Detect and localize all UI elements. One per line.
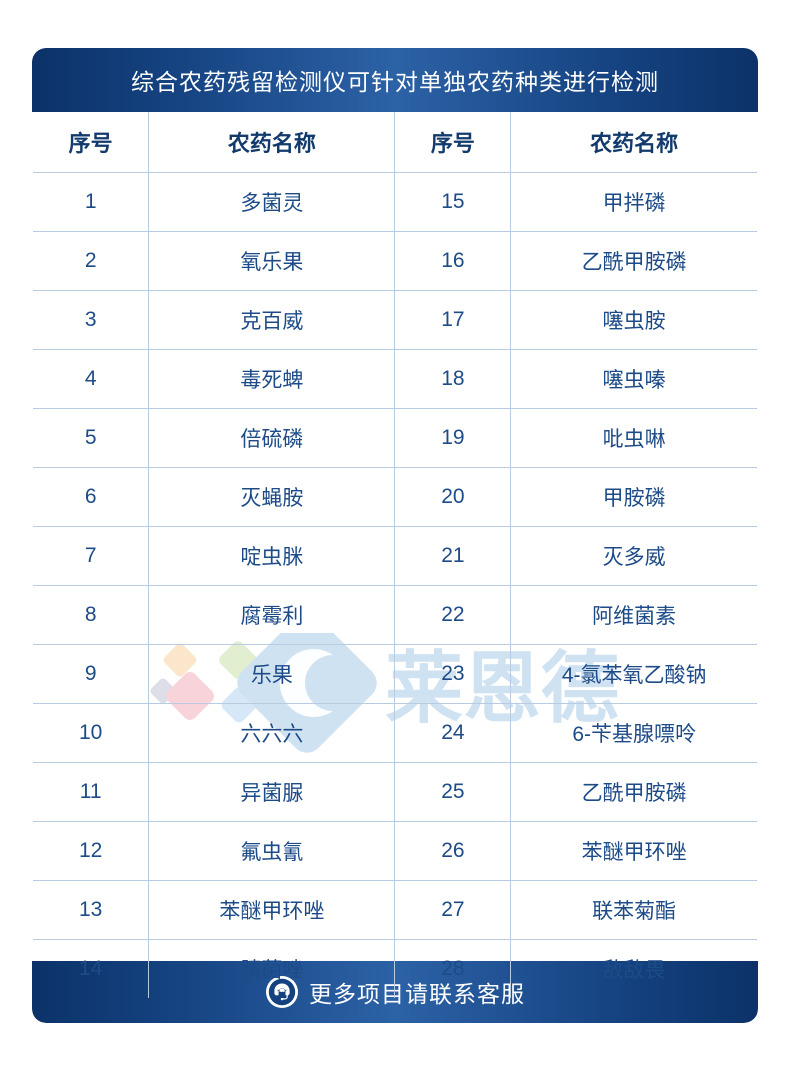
- cell-name-right: 灭多威: [510, 526, 757, 586]
- cell-no-left: 13: [33, 880, 150, 940]
- cell-no-left: 2: [33, 231, 150, 291]
- cell-name-left: 克百威: [148, 290, 396, 350]
- cell-no-right: 26: [394, 821, 512, 881]
- cell-no-left: 8: [33, 585, 150, 645]
- cell-no-right: 22: [394, 585, 512, 645]
- cell-name-left: 倍硫磷: [148, 408, 396, 468]
- table-row: 14 腈菌唑 28 敌敌畏: [33, 939, 757, 998]
- cell-name-left: 毒死蜱: [148, 349, 396, 409]
- cell-name-right: 甲胺磷: [510, 467, 757, 527]
- cell-name-left: 六六六: [148, 703, 396, 763]
- cell-no-left: 6: [33, 467, 150, 527]
- cell-name-right: 苯醚甲环唑: [510, 821, 757, 881]
- cell-name-right: 乙酰甲胺磷: [510, 231, 757, 291]
- table-row: 12 氟虫氰 26 苯醚甲环唑: [33, 821, 757, 881]
- cell-no-right: 19: [394, 408, 512, 468]
- cell-no-left: 11: [33, 762, 150, 822]
- table-row: 4 毒死蜱 18 噻虫嗪: [33, 349, 757, 409]
- column-header-no-left: 序号: [33, 112, 150, 173]
- column-header-name-left: 农药名称: [148, 112, 396, 173]
- cell-name-left: 啶虫脒: [148, 526, 396, 586]
- cell-no-right: 18: [394, 349, 512, 409]
- cell-no-left: 12: [33, 821, 150, 881]
- table-header-row: 序号 农药名称 序号 农药名称: [33, 112, 757, 173]
- cell-name-left: 多菌灵: [148, 172, 396, 232]
- cell-no-right: 15: [394, 172, 512, 232]
- cell-name-right: 噻虫胺: [510, 290, 757, 350]
- table-row: 6 灭蝇胺 20 甲胺磷: [33, 467, 757, 527]
- cell-name-right: 乙酰甲胺磷: [510, 762, 757, 822]
- cell-no-right: 17: [394, 290, 512, 350]
- cell-name-right: 6-苄基腺嘌呤: [510, 703, 757, 763]
- table-row: 7 啶虫脒 21 灭多威: [33, 526, 757, 586]
- cell-no-left: 7: [33, 526, 150, 586]
- cell-no-left: 4: [33, 349, 150, 409]
- table-row: 11 异菌脲 25 乙酰甲胺磷: [33, 762, 757, 822]
- table-row: 9 乐果 23 4-氯苯氧乙酸钠: [33, 644, 757, 704]
- cell-name-right: 吡虫啉: [510, 408, 757, 468]
- table-row: 13 苯醚甲环唑 27 联苯菊酯: [33, 880, 757, 940]
- cell-no-left: 5: [33, 408, 150, 468]
- cell-name-left: 苯醚甲环唑: [148, 880, 396, 940]
- cell-name-right: 阿维菌素: [510, 585, 757, 645]
- cell-no-left: 14: [33, 939, 150, 998]
- column-header-name-right: 农药名称: [510, 112, 757, 173]
- cell-name-left: 灭蝇胺: [148, 467, 396, 527]
- cell-no-right: 20: [394, 467, 512, 527]
- pesticide-list-card: 综合农药残留检测仪可针对单独农药种类进行检测 莱恩德: [32, 48, 758, 1023]
- cell-no-left: 3: [33, 290, 150, 350]
- cell-no-right: 25: [394, 762, 512, 822]
- cell-no-left: 9: [33, 644, 150, 704]
- table-head: 序号 农药名称 序号 农药名称: [33, 112, 757, 173]
- cell-name-left: 氟虫氰: [148, 821, 396, 881]
- table-row: 2 氧乐果 16 乙酰甲胺磷: [33, 231, 757, 291]
- column-header-no-right: 序号: [394, 112, 512, 173]
- table-body: 1 多菌灵 15 甲拌磷 2 氧乐果 16 乙酰甲胺磷 3 克百威 17 噻虫胺 4 毒死蜱 18 噻虫…: [33, 172, 757, 998]
- cell-name-left: 氧乐果: [148, 231, 396, 291]
- page-title: 综合农药残留检测仪可针对单独农药种类进行检测: [131, 69, 659, 95]
- cell-no-right: 24: [394, 703, 512, 763]
- cell-no-right: 28: [394, 939, 512, 998]
- table-row: 8 腐霉利 22 阿维菌素: [33, 585, 757, 645]
- cell-no-right: 16: [394, 231, 512, 291]
- card-title-bar: 综合农药残留检测仪可针对单独农药种类进行检测: [32, 48, 758, 112]
- cell-no-right: 27: [394, 880, 512, 940]
- cell-name-left: 腈菌唑: [148, 939, 396, 998]
- cell-name-left: 异菌脲: [148, 762, 396, 822]
- cell-name-right: 噻虫嗪: [510, 349, 757, 409]
- cell-no-right: 21: [394, 526, 512, 586]
- cell-no-left: 1: [33, 172, 150, 232]
- cell-name-left: 乐果: [148, 644, 396, 704]
- table-row: 5 倍硫磷 19 吡虫啉: [33, 408, 757, 468]
- table-row: 3 克百威 17 噻虫胺: [33, 290, 757, 350]
- cell-no-right: 23: [394, 644, 512, 704]
- table-row: 1 多菌灵 15 甲拌磷: [33, 172, 757, 232]
- table-row: 10 六六六 24 6-苄基腺嘌呤: [33, 703, 757, 763]
- cell-name-right: 甲拌磷: [510, 172, 757, 232]
- cell-name-right: 联苯菊酯: [510, 880, 757, 940]
- cell-no-left: 10: [33, 703, 150, 763]
- cell-name-right: 敌敌畏: [510, 939, 757, 998]
- cell-name-right: 4-氯苯氧乙酸钠: [510, 644, 757, 704]
- cell-name-left: 腐霉利: [148, 585, 396, 645]
